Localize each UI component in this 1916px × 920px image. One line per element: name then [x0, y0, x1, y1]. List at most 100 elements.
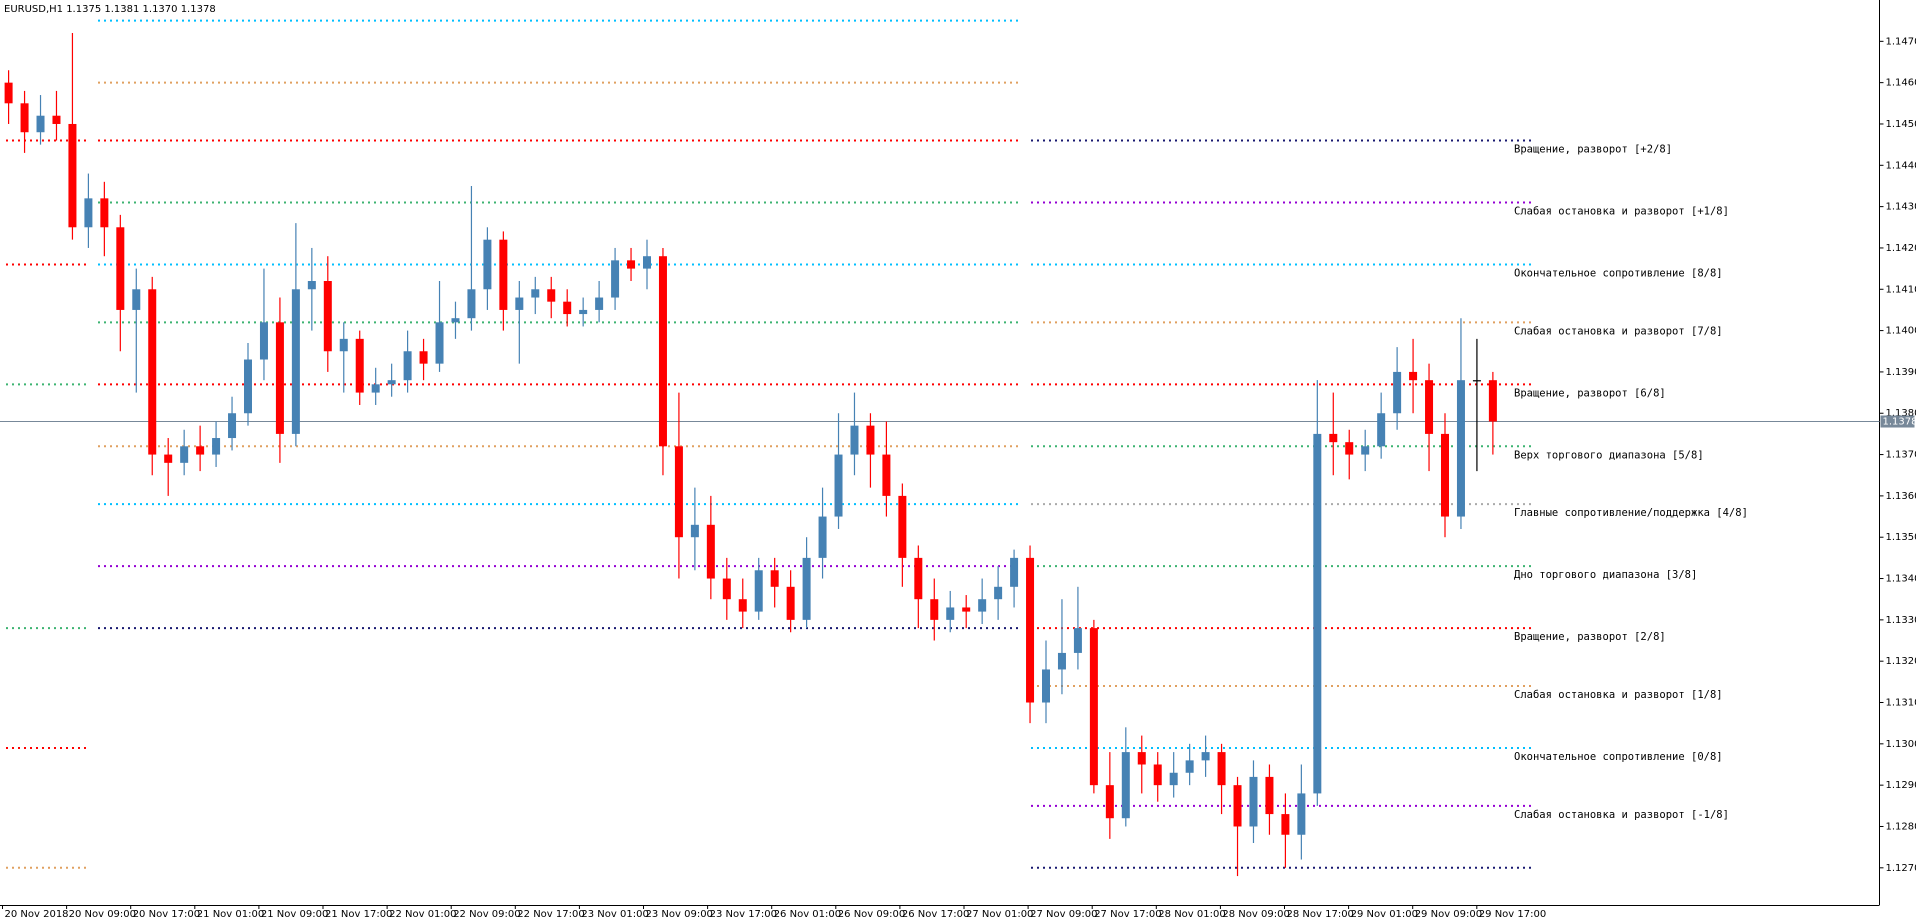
y-tick-label: 1.1380 — [1886, 408, 1916, 419]
candle-body — [930, 599, 939, 620]
candle-body — [403, 351, 412, 381]
candle-body — [994, 586, 1003, 600]
candle-body — [148, 289, 157, 455]
candle-body — [1265, 776, 1274, 815]
candle-body — [531, 289, 540, 298]
x-tick-label: 29 Nov 01:00 — [1351, 909, 1418, 920]
level-label: Окончательное сопротивление [0/8] — [1514, 751, 1723, 763]
candle-body — [818, 516, 827, 558]
candle-body — [1329, 433, 1338, 443]
candle-body — [1057, 652, 1066, 670]
candle-body — [706, 524, 715, 579]
y-tick-label: 1.1300 — [1886, 739, 1916, 750]
candle-body — [180, 446, 189, 463]
candle-body — [228, 413, 237, 439]
candle-body — [1105, 785, 1114, 819]
candle-body — [754, 570, 763, 612]
candle-body — [164, 454, 173, 463]
candle-body — [1042, 669, 1050, 703]
y-tick-label: 1.1360 — [1886, 491, 1916, 502]
candle-body — [212, 438, 221, 455]
candle-body — [674, 446, 683, 538]
x-tick-label: 22 Nov 01:00 — [389, 909, 456, 920]
candle-body — [451, 318, 460, 323]
candle-body — [483, 239, 492, 290]
x-tick-label: 20 Nov 17:00 — [133, 909, 200, 920]
candle-body — [1185, 760, 1194, 773]
x-tick-label: 26 Nov 17:00 — [902, 909, 969, 920]
candle-body — [946, 607, 955, 620]
y-tick-label: 1.1410 — [1886, 284, 1916, 295]
candle-body — [196, 446, 205, 455]
y-tick-label: 1.1470 — [1886, 36, 1916, 47]
candle-body — [1217, 752, 1226, 786]
x-tick-label: 22 Nov 09:00 — [453, 909, 520, 920]
level-label: Слабая остановка и разворот [-1/8] — [1514, 809, 1729, 821]
candle-body — [36, 115, 45, 133]
candle-body — [259, 322, 268, 360]
x-tick-label: 28 Nov 01:00 — [1158, 909, 1225, 920]
level-label: Вращение, разворот [6/8] — [1514, 387, 1666, 399]
candle-body — [68, 123, 77, 228]
x-tick-label: 26 Nov 01:00 — [774, 909, 841, 920]
x-tick-label: 23 Nov 09:00 — [646, 909, 713, 920]
y-tick-label: 1.1450 — [1886, 119, 1916, 130]
level-label: Слабая остановка и разворот [7/8] — [1514, 325, 1723, 337]
x-tick-label: 21 Nov 17:00 — [325, 909, 392, 920]
candle-body — [547, 289, 556, 302]
candle-body — [1409, 371, 1418, 381]
candle-body — [1488, 380, 1497, 422]
level-label: Слабая остановка и разворот [1/8] — [1514, 689, 1723, 701]
candle-body — [435, 322, 444, 364]
x-tick-label: 27 Nov 17:00 — [1094, 909, 1161, 920]
level-label: Верх торгового диапазона [5/8] — [1514, 449, 1704, 461]
candle-body — [595, 297, 604, 310]
candle-body — [1121, 752, 1130, 819]
y-tick-label: 1.1270 — [1886, 863, 1916, 874]
candle-body — [20, 103, 29, 133]
candle-body — [116, 227, 125, 310]
candle-body — [962, 607, 971, 612]
candle-body — [802, 557, 811, 620]
candle-body — [690, 524, 699, 538]
x-tick-label: 23 Nov 01:00 — [581, 909, 648, 920]
candle-body — [1425, 380, 1434, 434]
candle-body — [1393, 371, 1402, 414]
last-price-box — [1880, 415, 1915, 428]
level-label: Главные сопротивление/поддержка [4/8] — [1514, 507, 1748, 519]
candle-body — [722, 578, 731, 600]
y-tick-label: 1.1390 — [1886, 367, 1916, 378]
x-tick-label: 28 Nov 09:00 — [1222, 909, 1289, 920]
candle-body — [1297, 793, 1306, 835]
candle-body — [1010, 557, 1019, 587]
candle-body — [1201, 752, 1210, 761]
y-tick-label: 1.1440 — [1886, 160, 1916, 171]
x-tick-label: 29 Nov 09:00 — [1415, 909, 1482, 920]
x-tick-label: 29 Nov 17:00 — [1479, 909, 1546, 920]
y-tick-label: 1.1460 — [1886, 78, 1916, 89]
y-tick-label: 1.1330 — [1886, 615, 1916, 626]
candle-body — [323, 281, 332, 352]
x-tick-label: 27 Nov 09:00 — [1030, 909, 1097, 920]
candle-body — [1345, 442, 1354, 455]
candle-body — [834, 454, 843, 517]
y-tick-label: 1.1310 — [1886, 698, 1916, 709]
candle-body — [850, 425, 859, 455]
candle-body — [355, 338, 364, 393]
candle-body — [4, 82, 13, 104]
candle-body — [611, 260, 620, 298]
level-label: Слабая остановка и разворот [+1/8] — [1514, 205, 1729, 217]
candle-body — [866, 425, 875, 455]
candle-body — [132, 289, 141, 310]
candle-body — [914, 557, 923, 600]
candle-body — [1456, 380, 1465, 517]
x-tick-label: 20 Nov 09:00 — [69, 909, 136, 920]
y-tick-label: 1.1420 — [1886, 243, 1916, 254]
candle-body — [1472, 380, 1481, 382]
candle-body — [978, 599, 987, 612]
candle-body — [1169, 772, 1178, 786]
candle-body — [1441, 433, 1449, 517]
y-tick-label: 1.1290 — [1886, 780, 1916, 791]
